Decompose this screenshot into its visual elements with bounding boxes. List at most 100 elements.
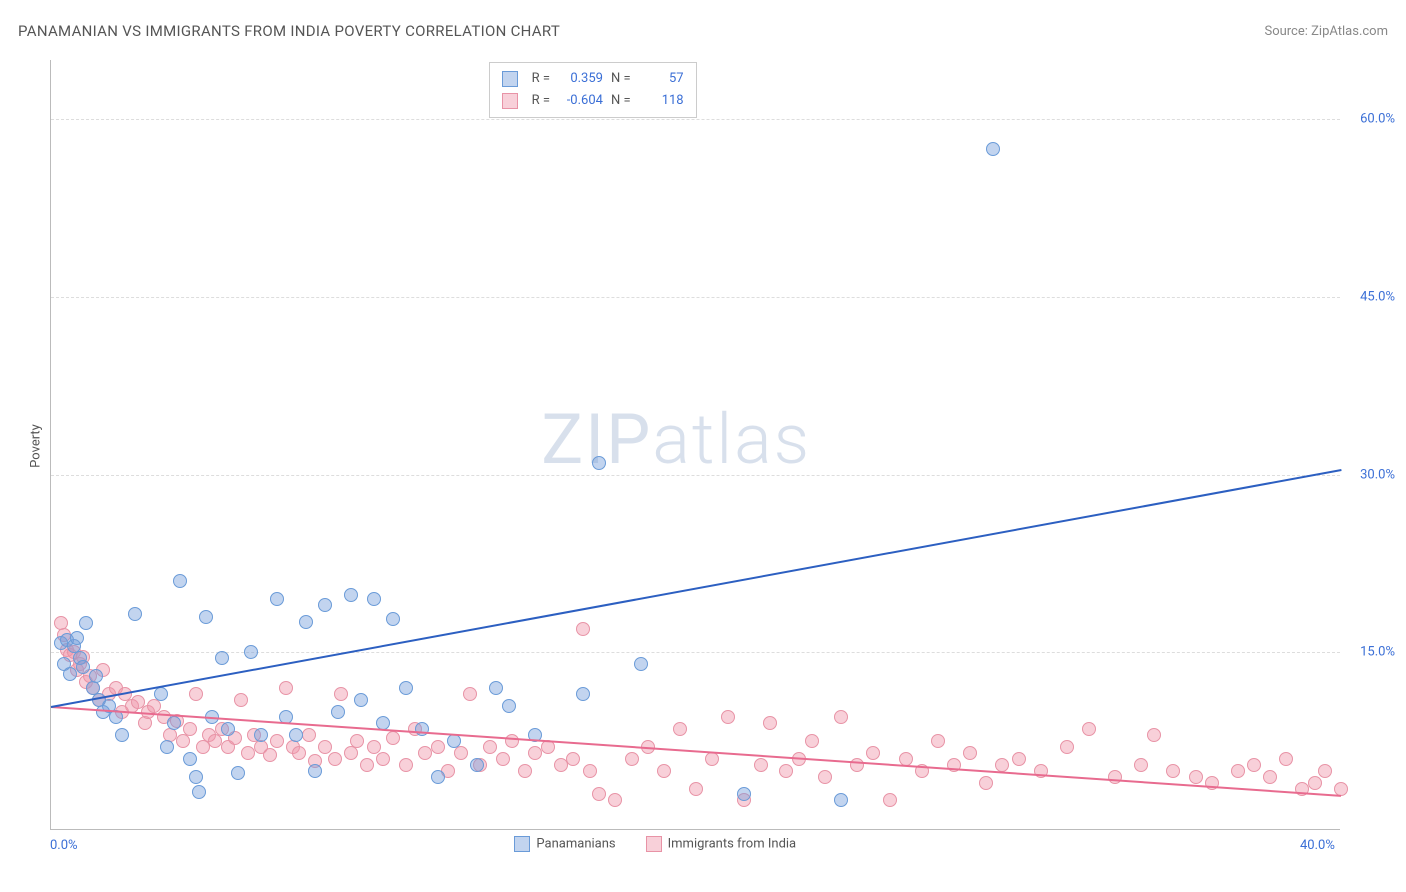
scatter-point-a [160, 740, 174, 754]
swatch-a-small [502, 71, 518, 87]
scatter-point-b [360, 758, 374, 772]
scatter-point-a [183, 752, 197, 766]
scatter-point-b [1166, 764, 1180, 778]
scatter-point-b [367, 740, 381, 754]
scatter-point-a [399, 681, 413, 695]
scatter-point-a [254, 728, 268, 742]
y-tick-label: 15.0% [1345, 645, 1395, 660]
scatter-point-b [1134, 758, 1148, 772]
gridline [51, 297, 1340, 298]
watermark: ZIPatlas [541, 399, 811, 481]
scatter-point-b [328, 752, 342, 766]
scatter-point-b [931, 734, 945, 748]
y-tick-label: 60.0% [1345, 112, 1395, 127]
gridline [51, 475, 1340, 476]
scatter-point-b [1147, 728, 1161, 742]
x-tick-left: 0.0% [50, 838, 78, 853]
header: PANAMANIAN VS IMMIGRANTS FROM INDIA POVE… [18, 22, 1388, 40]
correlation-legend: R = 0.359 N = 57 R = -0.604 N = 118 [489, 62, 697, 118]
scatter-point-b [454, 746, 468, 760]
scatter-point-b [866, 746, 880, 760]
scatter-point-b [418, 746, 432, 760]
scatter-point-a [415, 722, 429, 736]
scatter-point-b [721, 710, 735, 724]
scatter-point-b [263, 748, 277, 762]
scatter-point-a [431, 770, 445, 784]
scatter-point-a [470, 758, 484, 772]
swatch-b-small [502, 93, 518, 109]
scatter-point-a [386, 612, 400, 626]
trendline-a [51, 469, 1341, 708]
r-label-a: R = [532, 68, 550, 90]
scatter-point-a [354, 693, 368, 707]
scatter-point-b [234, 693, 248, 707]
scatter-point-a [154, 687, 168, 701]
scatter-point-a [308, 764, 322, 778]
legend-label-b: Immigrants from India [668, 836, 797, 851]
scatter-point-a [634, 657, 648, 671]
scatter-point-a [289, 728, 303, 742]
scatter-point-b [528, 746, 542, 760]
scatter-point-b [705, 752, 719, 766]
scatter-point-b [657, 764, 671, 778]
scatter-point-b [763, 716, 777, 730]
scatter-point-b [834, 710, 848, 724]
scatter-point-a [128, 607, 142, 621]
scatter-point-a [89, 669, 103, 683]
scatter-point-b [496, 752, 510, 766]
scatter-point-b [270, 734, 284, 748]
scatter-point-a [737, 787, 751, 801]
scatter-point-b [1189, 770, 1203, 784]
scatter-point-b [183, 722, 197, 736]
y-tick-label: 45.0% [1345, 289, 1395, 304]
scatter-point-b [318, 740, 332, 754]
scatter-point-b [279, 681, 293, 695]
scatter-point-b [1263, 770, 1277, 784]
scatter-point-a [63, 667, 77, 681]
scatter-point-b [138, 716, 152, 730]
scatter-point-b [1060, 740, 1074, 754]
r-value-b: -0.604 [558, 90, 603, 112]
source-prefix: Source: [1264, 24, 1311, 39]
y-axis-label: Poverty [28, 424, 43, 468]
scatter-point-b [350, 734, 364, 748]
legend-item-a: Panamanians [514, 836, 615, 852]
source-link[interactable]: ZipAtlas.com [1311, 24, 1388, 39]
scatter-point-a [70, 631, 84, 645]
scatter-point-b [883, 793, 897, 807]
scatter-point-b [963, 746, 977, 760]
scatter-point-b [566, 752, 580, 766]
n-label-b: N = [611, 90, 631, 112]
scatter-point-a [318, 598, 332, 612]
scatter-point-b [583, 764, 597, 778]
scatter-point-a [221, 722, 235, 736]
legend-label-a: Panamanians [536, 836, 615, 851]
scatter-point-b [608, 793, 622, 807]
scatter-point-a [115, 728, 129, 742]
scatter-point-b [1082, 722, 1096, 736]
scatter-point-a [447, 734, 461, 748]
scatter-point-b [1308, 776, 1322, 790]
scatter-point-a [331, 705, 345, 719]
scatter-point-a [344, 588, 358, 602]
scatter-point-b [302, 728, 316, 742]
scatter-point-a [79, 616, 93, 630]
x-tick-right: 40.0% [1300, 838, 1335, 853]
scatter-point-b [979, 776, 993, 790]
scatter-point-b [1279, 752, 1293, 766]
source-attribution: Source: ZipAtlas.com [1264, 24, 1388, 39]
scatter-point-a [489, 681, 503, 695]
scatter-point-b [1247, 758, 1261, 772]
gridline [51, 119, 1340, 120]
scatter-point-a [367, 592, 381, 606]
scatter-point-b [1231, 764, 1245, 778]
swatch-a [514, 836, 530, 852]
scatter-point-a [502, 699, 516, 713]
scatter-point-a [199, 610, 213, 624]
scatter-point-b [518, 764, 532, 778]
r-label-b: R = [532, 90, 550, 112]
scatter-point-a [986, 142, 1000, 156]
legend-item-b: Immigrants from India [646, 836, 797, 852]
n-value-b: 118 [639, 90, 684, 112]
scatter-point-a [167, 716, 181, 730]
